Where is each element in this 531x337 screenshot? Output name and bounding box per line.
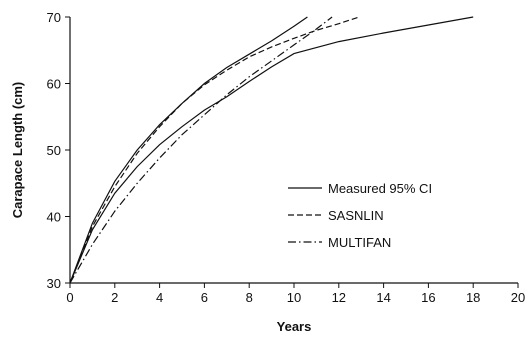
x-tick-label: 8 (246, 290, 253, 305)
y-tick-label: 40 (47, 210, 61, 225)
y-tick-label: 60 (47, 77, 61, 92)
y-axis-label: Carapace Length (cm) (10, 82, 25, 219)
x-tick-label: 20 (511, 290, 525, 305)
x-tick-label: 18 (466, 290, 480, 305)
series-line-3 (69, 16, 333, 284)
x-tick-label: 12 (332, 290, 346, 305)
y-tick-label: 30 (47, 276, 61, 291)
series-line-1 (69, 16, 308, 284)
series-line-0 (69, 16, 474, 284)
legend: Measured 95% CI SASNLIN MULTIFAN (288, 181, 432, 250)
x-tick-label: 4 (156, 290, 163, 305)
x-tick-label: 2 (111, 290, 118, 305)
x-axis-label: Years (277, 319, 312, 334)
x-tick-label: 14 (376, 290, 390, 305)
series-layer (69, 16, 474, 284)
x-tick-label: 6 (201, 290, 208, 305)
x-tick-label: 10 (287, 290, 301, 305)
y-tick-label: 50 (47, 143, 61, 158)
x-tick-label: 16 (421, 290, 435, 305)
ticks: 0 2 4 6 8 10 12 14 16 18 20 30 40 50 60 70 (47, 10, 526, 305)
legend-label: SASNLIN (328, 208, 384, 223)
x-tick-label: 0 (66, 290, 73, 305)
y-tick-label: 70 (47, 10, 61, 25)
legend-label: MULTIFAN (328, 235, 391, 250)
legend-label: Measured 95% CI (328, 181, 432, 196)
series-line-2 (69, 16, 360, 284)
